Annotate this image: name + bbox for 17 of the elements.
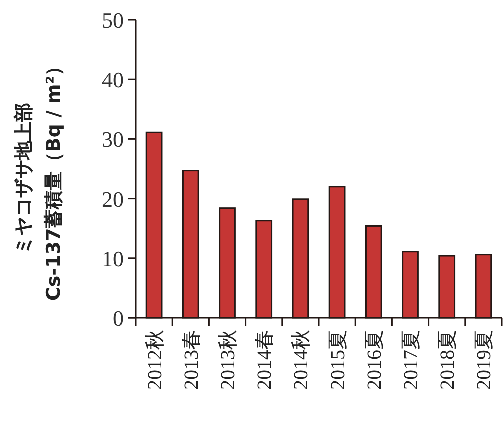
x-tick-label: 2019夏 [474,330,496,390]
y-axis-title: ミヤコザサ地上部 Cs-137蓄積量（Bq / m²） [13,56,65,302]
x-tick-label: 2017夏 [400,330,422,390]
y-tick-label: 30 [102,127,124,152]
x-tick-label: 2014春 [254,330,276,390]
x-tick-label: 2015夏 [327,330,350,390]
x-tick-label: 2014秋 [290,330,313,390]
y-tick-label: 20 [102,186,124,212]
x-tick-label: 2012秋 [144,330,166,390]
x-tick-label: 2016夏 [364,330,386,390]
y-tick-label: 10 [102,246,124,272]
x-tick-label: 2013秋 [218,330,240,390]
y-tick-label: 50 [102,8,124,33]
y-tick-label: 40 [102,68,124,93]
y-tick-label: 0 [113,306,124,331]
x-tick-label: 2018夏 [437,330,460,390]
x-tick-label: 2013春 [180,330,203,390]
